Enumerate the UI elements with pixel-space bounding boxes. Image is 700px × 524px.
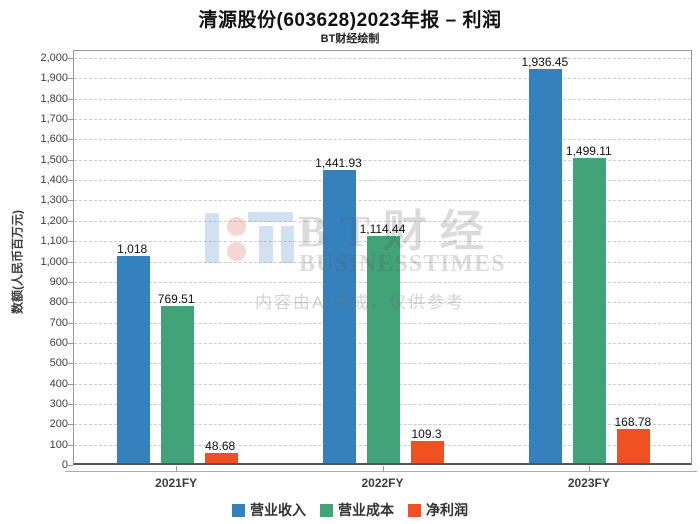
y-tick — [68, 220, 73, 222]
y-tick — [68, 465, 73, 466]
y-tick — [68, 98, 73, 100]
y-tick — [68, 424, 73, 426]
y-tick — [68, 302, 73, 304]
x-tick — [382, 466, 384, 472]
gridline — [74, 159, 691, 161]
bar-series2-2021FY[interactable] — [160, 306, 194, 463]
y-tick-label: 100 — [49, 438, 68, 451]
y-tick — [68, 58, 73, 59]
bar-value-label: 48.68 — [205, 439, 236, 454]
y-tick-label: 900 — [49, 275, 68, 288]
y-tick-label: 1,300 — [40, 194, 68, 207]
gridline — [74, 78, 691, 80]
y-tick-label: 300 — [49, 397, 68, 410]
y-tick-label: 800 — [49, 296, 68, 309]
y-tick — [68, 322, 73, 324]
bar-value-label: 1,018 — [117, 241, 148, 256]
x-tick — [588, 466, 590, 472]
y-tick-label: 1,800 — [40, 92, 68, 105]
y-tick-label: 1,400 — [40, 174, 68, 187]
gridline — [74, 200, 691, 202]
gridline — [74, 58, 691, 59]
bar-value-label: 1,499.11 — [565, 143, 612, 158]
legend-swatch-icon — [232, 503, 245, 517]
bar-series1-2021FY[interactable] — [116, 255, 150, 463]
plot-area — [73, 50, 692, 465]
y-tick-label: 600 — [49, 336, 68, 349]
y-tick — [68, 139, 73, 141]
y-tick — [68, 281, 73, 283]
bar-value-label: 168.78 — [614, 414, 652, 429]
legend: 营业收入 营业成本 净利润 — [0, 500, 700, 520]
gridline — [74, 139, 691, 141]
bar-series3-2022FY[interactable] — [411, 440, 444, 463]
legend-swatch-icon — [320, 503, 333, 517]
y-tick — [68, 363, 73, 365]
legend-item-series1[interactable]: 营业收入 — [232, 500, 306, 520]
bar-value-label: 1,936.45 — [521, 54, 569, 69]
legend-item-series2[interactable]: 营业成本 — [320, 500, 394, 520]
y-tick-label: 500 — [49, 357, 68, 370]
y-tick — [68, 119, 73, 121]
bar-value-label: 769.51 — [157, 292, 195, 307]
y-tick — [68, 159, 73, 161]
y-tick — [68, 180, 73, 182]
y-tick-label: 700 — [49, 316, 68, 329]
bar-value-label: 1,114.44 — [359, 222, 406, 237]
bar-series3-2023FY[interactable] — [617, 428, 651, 463]
legend-label: 营业收入 — [250, 502, 306, 518]
y-tick — [68, 342, 73, 344]
y-tick-label: 1,900 — [40, 72, 68, 85]
y-tick-label: 400 — [49, 377, 68, 390]
y-tick-label: 0 — [61, 459, 68, 471]
chart-title: 清源股份(603628)2023年报 – 利润 — [198, 10, 502, 31]
y-tick-label: 1,200 — [40, 214, 68, 227]
bar-value-label: 109.3 — [411, 426, 442, 441]
y-tick-label: 1,100 — [40, 235, 68, 248]
y-tick — [68, 403, 73, 405]
chart-subtitle: BT财经绘制 — [320, 33, 380, 45]
y-tick — [68, 261, 73, 263]
y-tick — [68, 444, 73, 446]
legend-label: 营业成本 — [338, 502, 394, 518]
gridline — [74, 119, 691, 121]
x-axis-line — [65, 471, 697, 472]
gridline — [74, 180, 691, 182]
x-axis-label-2021FY: 2021FY — [155, 476, 198, 490]
gridline — [74, 220, 691, 222]
y-tick-label: 1,700 — [40, 113, 68, 126]
legend-item-series3[interactable]: 净利润 — [408, 500, 468, 520]
x-tick — [176, 466, 178, 472]
x-axis-label-2023FY: 2023FY — [567, 476, 610, 490]
bar-value-label: 1,441.93 — [315, 155, 362, 170]
y-tick — [68, 383, 73, 385]
bar-series3-2021FY[interactable] — [204, 453, 238, 463]
bar-series1-2023FY[interactable] — [529, 68, 563, 463]
bar-series2-2022FY[interactable] — [367, 236, 400, 463]
y-tick-label: 1,500 — [40, 153, 68, 166]
y-tick-label: 1,000 — [40, 255, 68, 268]
bar-series1-2022FY[interactable] — [323, 169, 356, 463]
gridline — [74, 98, 691, 100]
bar-series2-2023FY[interactable] — [573, 157, 607, 463]
y-tick — [68, 200, 73, 202]
y-tick — [68, 78, 73, 80]
y-tick-label: 200 — [49, 418, 68, 431]
y-tick-label: 1,600 — [40, 133, 68, 146]
legend-swatch-icon — [408, 503, 421, 517]
y-tick — [68, 241, 73, 243]
x-axis-label-2022FY: 2022FY — [361, 476, 404, 490]
legend-label: 净利润 — [426, 502, 468, 518]
y-tick-label: 2,000 — [40, 52, 68, 64]
